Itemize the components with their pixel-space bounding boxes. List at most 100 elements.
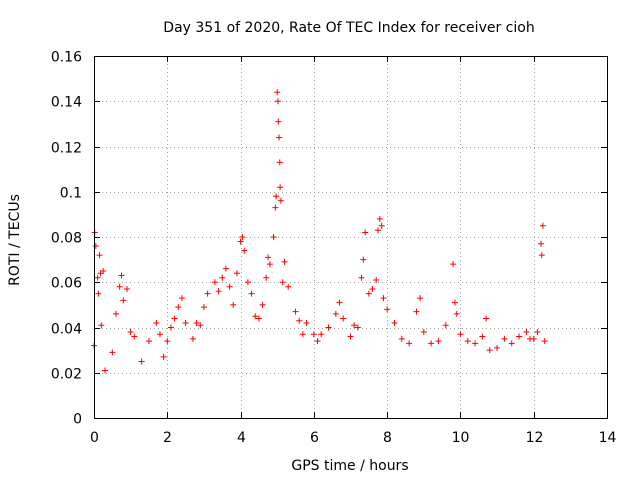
x-tick-label: 2	[163, 430, 172, 446]
chart-title: Day 351 of 2020, Rate Of TEC Index for r…	[163, 20, 534, 36]
data-point	[276, 159, 283, 166]
data-point	[277, 184, 284, 191]
data-point	[539, 222, 546, 229]
data-point	[116, 283, 123, 290]
x-axis-label: GPS time / hours	[291, 458, 408, 474]
data-point	[406, 340, 413, 347]
tick-labels: 0 2 4 6 8 10 12 14 0 0.02 0.04 0.06 0.08 0.1 0.12 0.14 0…	[51, 50, 617, 447]
data-point	[354, 324, 361, 331]
data-point	[226, 283, 233, 290]
data-point	[244, 279, 251, 286]
data-point	[351, 322, 358, 329]
data-point	[483, 315, 490, 322]
y-tick-label: 0.06	[51, 276, 82, 292]
data-point	[369, 286, 376, 293]
x-tick-label: 10	[452, 430, 470, 446]
data-point	[265, 254, 272, 261]
data-point	[299, 331, 306, 338]
data-point	[215, 288, 222, 295]
data-point	[131, 333, 138, 340]
data-point	[164, 338, 171, 345]
y-tick-label: 0.12	[51, 141, 82, 157]
data-point	[374, 227, 381, 234]
data-point	[508, 340, 515, 347]
data-point	[292, 308, 299, 315]
data-point	[178, 295, 185, 302]
data-point	[274, 89, 281, 96]
data-point	[479, 333, 486, 340]
data-point	[120, 297, 127, 304]
data-point	[365, 290, 372, 297]
data-point	[255, 315, 262, 322]
y-axis-label: ROTI / TECUs	[7, 194, 23, 286]
data-point	[451, 299, 458, 306]
data-point	[189, 335, 196, 342]
data-point	[230, 301, 237, 308]
data-point	[248, 290, 255, 297]
data-point	[127, 329, 134, 336]
data-point	[281, 258, 288, 265]
data-point	[204, 290, 211, 297]
data-point	[420, 329, 427, 336]
data-point	[417, 295, 424, 302]
data-point	[275, 118, 282, 125]
data-point	[464, 338, 471, 345]
x-tick-label: 8	[383, 430, 392, 446]
data-point	[100, 267, 107, 274]
data-point	[457, 331, 464, 338]
data-point	[145, 338, 152, 345]
data-point	[486, 347, 493, 354]
data-point	[435, 338, 442, 345]
data-point	[252, 313, 259, 320]
data-point	[160, 353, 167, 360]
data-point	[391, 319, 398, 326]
x-tick-label: 6	[310, 430, 319, 446]
axis-ticks	[94, 56, 608, 419]
data-point	[182, 319, 189, 326]
grid-lines	[94, 56, 607, 418]
data-point	[98, 322, 105, 329]
data-point	[538, 252, 545, 259]
data-point	[398, 335, 405, 342]
data-point	[541, 338, 548, 345]
data-point	[274, 98, 281, 105]
data-point	[314, 338, 321, 345]
data-point	[523, 329, 530, 336]
data-point	[494, 344, 501, 351]
x-tick-label: 0	[90, 430, 99, 446]
data-point	[413, 308, 420, 315]
data-point	[118, 272, 125, 279]
data-point	[200, 304, 207, 311]
data-point	[538, 240, 545, 247]
data-point	[362, 229, 369, 236]
data-point	[347, 333, 354, 340]
data-points	[91, 89, 548, 374]
data-point	[501, 335, 508, 342]
y-tick-label: 0.08	[51, 231, 82, 247]
data-point	[358, 274, 365, 281]
data-point	[442, 322, 449, 329]
data-point	[123, 286, 130, 293]
data-point	[153, 319, 160, 326]
data-point	[534, 329, 541, 336]
data-point	[318, 331, 325, 338]
data-point	[472, 340, 479, 347]
data-point	[96, 252, 103, 259]
data-point	[279, 279, 286, 286]
data-point	[222, 265, 229, 272]
x-tick-label: 14	[599, 430, 617, 446]
data-point	[285, 283, 292, 290]
x-tick-label: 4	[237, 430, 246, 446]
data-point	[175, 304, 182, 311]
data-point	[373, 276, 380, 283]
y-tick-label: 0.04	[51, 322, 82, 338]
data-point	[237, 238, 244, 245]
y-tick-label: 0.1	[60, 186, 82, 202]
data-point	[378, 222, 385, 229]
data-point	[241, 247, 248, 254]
data-point	[336, 299, 343, 306]
y-tick-label: 0.02	[51, 367, 82, 383]
x-tick-label: 12	[526, 430, 544, 446]
data-point	[259, 301, 266, 308]
